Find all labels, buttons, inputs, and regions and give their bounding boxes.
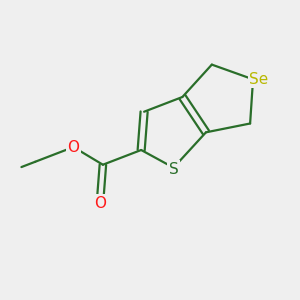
Text: S: S [169, 162, 178, 177]
Text: O: O [94, 196, 106, 211]
Text: O: O [68, 140, 80, 154]
Text: Se: Se [249, 72, 268, 87]
